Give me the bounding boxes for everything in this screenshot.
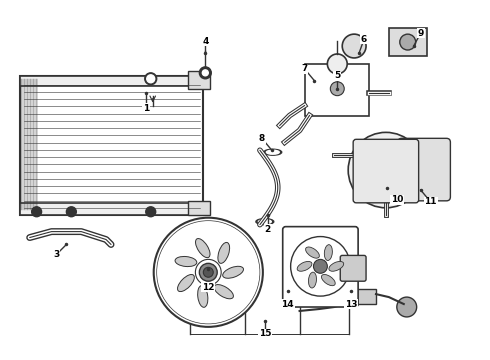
FancyBboxPatch shape <box>398 138 450 201</box>
Circle shape <box>397 297 416 317</box>
Circle shape <box>314 260 327 273</box>
Bar <box>20 76 203 215</box>
Ellipse shape <box>177 274 195 292</box>
Text: 9: 9 <box>417 29 424 38</box>
Bar <box>189 201 210 215</box>
Ellipse shape <box>297 261 312 271</box>
Bar <box>20 203 203 215</box>
Circle shape <box>32 207 42 217</box>
Text: 5: 5 <box>334 71 341 80</box>
Circle shape <box>376 160 396 180</box>
Circle shape <box>291 237 350 296</box>
Text: 10: 10 <box>391 195 403 204</box>
Circle shape <box>342 34 366 58</box>
Ellipse shape <box>256 219 274 225</box>
Ellipse shape <box>175 256 197 266</box>
Bar <box>305 64 369 116</box>
FancyBboxPatch shape <box>283 227 358 307</box>
FancyBboxPatch shape <box>340 255 366 281</box>
Bar <box>354 289 376 304</box>
Ellipse shape <box>321 274 335 286</box>
Text: 8: 8 <box>259 134 265 143</box>
Ellipse shape <box>329 261 343 271</box>
Circle shape <box>199 67 211 79</box>
Text: 12: 12 <box>202 283 215 292</box>
Text: 13: 13 <box>345 300 357 309</box>
Bar <box>389 28 427 56</box>
Circle shape <box>330 82 344 96</box>
Ellipse shape <box>214 285 233 299</box>
Circle shape <box>327 54 347 74</box>
Bar <box>20 76 203 86</box>
Text: 1: 1 <box>143 104 149 113</box>
Ellipse shape <box>196 239 210 258</box>
FancyBboxPatch shape <box>353 139 418 203</box>
Ellipse shape <box>264 149 282 155</box>
Circle shape <box>154 218 263 327</box>
Bar <box>189 71 210 89</box>
Text: 3: 3 <box>53 250 60 259</box>
Ellipse shape <box>222 266 244 278</box>
Text: 15: 15 <box>259 329 271 338</box>
Circle shape <box>400 34 416 50</box>
Ellipse shape <box>309 272 317 288</box>
Ellipse shape <box>258 220 271 224</box>
Circle shape <box>202 70 208 76</box>
Text: 4: 4 <box>202 37 209 46</box>
Text: 2: 2 <box>265 225 271 234</box>
Circle shape <box>146 207 156 217</box>
Ellipse shape <box>267 150 279 154</box>
Circle shape <box>203 267 213 277</box>
Circle shape <box>157 221 260 324</box>
Circle shape <box>66 207 76 217</box>
Ellipse shape <box>197 285 208 307</box>
Circle shape <box>199 264 217 281</box>
Text: 6: 6 <box>361 35 367 44</box>
Text: 14: 14 <box>281 300 294 309</box>
Circle shape <box>147 75 155 83</box>
Circle shape <box>348 132 424 208</box>
Ellipse shape <box>306 247 319 258</box>
Circle shape <box>145 73 157 85</box>
Ellipse shape <box>218 242 230 264</box>
Circle shape <box>361 145 411 195</box>
Text: 7: 7 <box>301 64 308 73</box>
Ellipse shape <box>324 245 332 261</box>
Text: 11: 11 <box>424 197 437 206</box>
